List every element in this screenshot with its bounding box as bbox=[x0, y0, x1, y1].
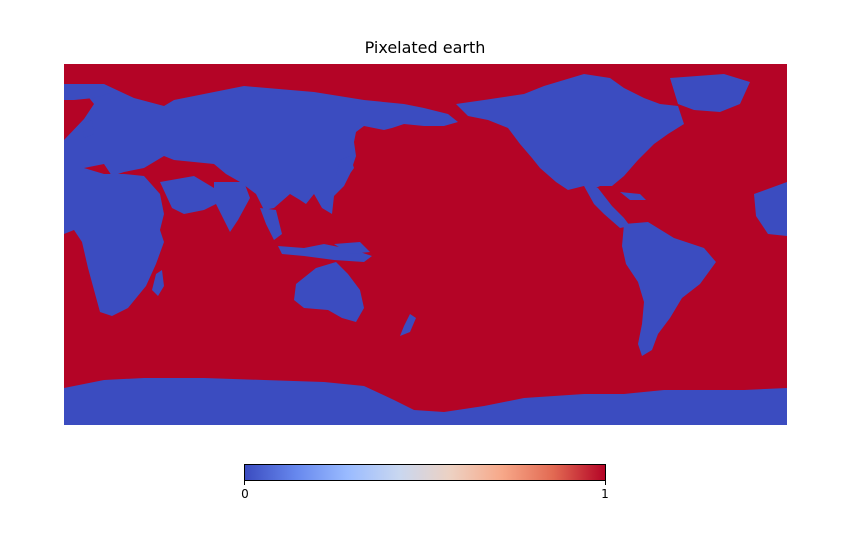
colorbar-label-min: 0 bbox=[241, 487, 249, 501]
landmass-greenland-iceland bbox=[64, 84, 114, 100]
landmass-indonesia bbox=[278, 244, 372, 262]
landmass-uk bbox=[82, 120, 94, 138]
landmass-southeast-asia bbox=[260, 208, 282, 240]
colorbar bbox=[244, 464, 606, 481]
landmass-africa bbox=[64, 168, 164, 316]
earth-map bbox=[64, 64, 787, 425]
landmass-australia bbox=[294, 262, 364, 322]
landmass-north-america bbox=[456, 74, 684, 190]
colorbar-tick-min bbox=[244, 481, 245, 485]
colorbar-tick-max bbox=[605, 481, 606, 485]
landmass-antarctica bbox=[64, 378, 787, 425]
landmass-new-zealand bbox=[400, 314, 416, 336]
landmass-eurasia bbox=[64, 84, 458, 214]
landmass-greenland bbox=[670, 74, 750, 112]
landmass-cuba bbox=[620, 192, 646, 200]
map-title: Pixelated earth bbox=[364, 38, 486, 57]
colorbar-label-max: 1 bbox=[601, 487, 609, 501]
landmass-india bbox=[214, 182, 250, 232]
landmass-west-africa bbox=[754, 182, 787, 236]
landmass-south-america bbox=[622, 222, 716, 356]
landmass-arabia-india bbox=[160, 176, 216, 214]
landmass-central-america bbox=[584, 186, 630, 228]
landmass-madagascar bbox=[152, 270, 164, 296]
landmass-new-guinea bbox=[334, 242, 370, 254]
landmasses bbox=[64, 74, 787, 425]
landmass-japan bbox=[336, 156, 354, 182]
